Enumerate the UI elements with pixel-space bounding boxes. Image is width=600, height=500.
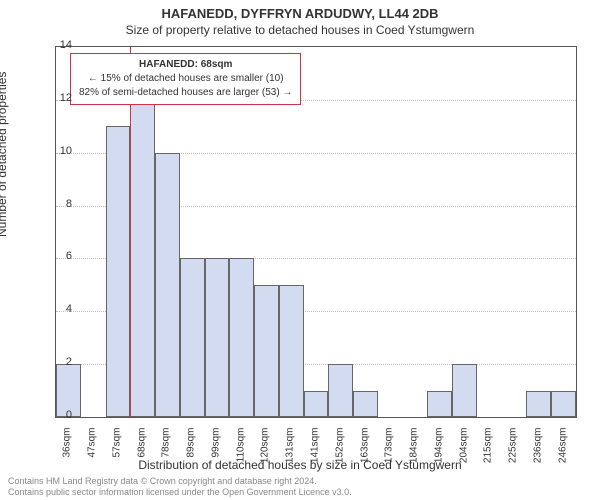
histogram-bar — [130, 100, 155, 417]
x-tick-label: 173sqm — [384, 428, 395, 468]
footer-line2: Contains public sector information licen… — [8, 487, 352, 498]
histogram-bar — [180, 258, 205, 417]
histogram-bar — [304, 391, 329, 417]
info-box-line1: ← 15% of detached houses are smaller (10… — [79, 72, 292, 86]
info-box-line2: 82% of semi-detached houses are larger (… — [79, 86, 292, 100]
info-box-title: HAFANEDD: 68sqm — [79, 58, 292, 72]
histogram-bar — [526, 391, 551, 417]
x-tick-label: 141sqm — [310, 428, 321, 468]
histogram-bar — [106, 126, 131, 417]
footer-line1: Contains HM Land Registry data © Crown c… — [8, 476, 352, 487]
x-tick-label: 152sqm — [334, 428, 345, 468]
x-tick-label: 131sqm — [285, 428, 296, 468]
x-tick-label: 236sqm — [532, 428, 543, 468]
x-tick-label: 225sqm — [508, 428, 519, 468]
x-tick-label: 57sqm — [111, 428, 122, 468]
info-box: HAFANEDD: 68sqm ← 15% of detached houses… — [70, 53, 301, 105]
x-tick-label: 110sqm — [235, 428, 246, 468]
x-tick-label: 163sqm — [359, 428, 370, 468]
x-tick-label: 184sqm — [409, 428, 420, 468]
x-tick-label: 68sqm — [136, 428, 147, 468]
x-tick-label: 194sqm — [433, 428, 444, 468]
x-tick-label: 78sqm — [161, 428, 172, 468]
histogram-bar — [279, 285, 304, 417]
x-tick-label: 89sqm — [186, 428, 197, 468]
chart-container: HAFANEDD, DYFFRYN ARDUDWY, LL44 2DB Size… — [0, 0, 600, 500]
histogram-bar — [155, 153, 180, 417]
histogram-bar — [229, 258, 254, 417]
y-tick-label: 12 — [32, 92, 72, 104]
x-tick-label: 120sqm — [260, 428, 271, 468]
histogram-bar — [353, 391, 378, 417]
y-tick-label: 10 — [32, 145, 72, 157]
histogram-bar — [452, 364, 477, 417]
y-tick-label: 0 — [32, 409, 72, 421]
y-tick-label: 4 — [32, 303, 72, 315]
footer-attribution: Contains HM Land Registry data © Crown c… — [8, 476, 352, 499]
chart-subtitle: Size of property relative to detached ho… — [0, 21, 600, 37]
histogram-bar — [205, 258, 230, 417]
x-tick-label: 36sqm — [62, 428, 73, 468]
y-tick-label: 14 — [32, 39, 72, 51]
histogram-bar — [427, 391, 452, 417]
y-tick-label: 8 — [32, 198, 72, 210]
histogram-bar — [254, 285, 279, 417]
x-tick-label: 47sqm — [87, 428, 98, 468]
x-tick-label: 246sqm — [557, 428, 568, 468]
histogram-bar — [551, 391, 576, 417]
y-tick-label: 2 — [32, 356, 72, 368]
x-tick-label: 204sqm — [458, 428, 469, 468]
chart-title: HAFANEDD, DYFFRYN ARDUDWY, LL44 2DB — [0, 0, 600, 21]
y-axis-label: Number of detached properties — [0, 72, 9, 237]
histogram-bar — [328, 364, 353, 417]
x-tick-label: 99sqm — [210, 428, 221, 468]
x-tick-label: 215sqm — [483, 428, 494, 468]
y-tick-label: 6 — [32, 250, 72, 262]
